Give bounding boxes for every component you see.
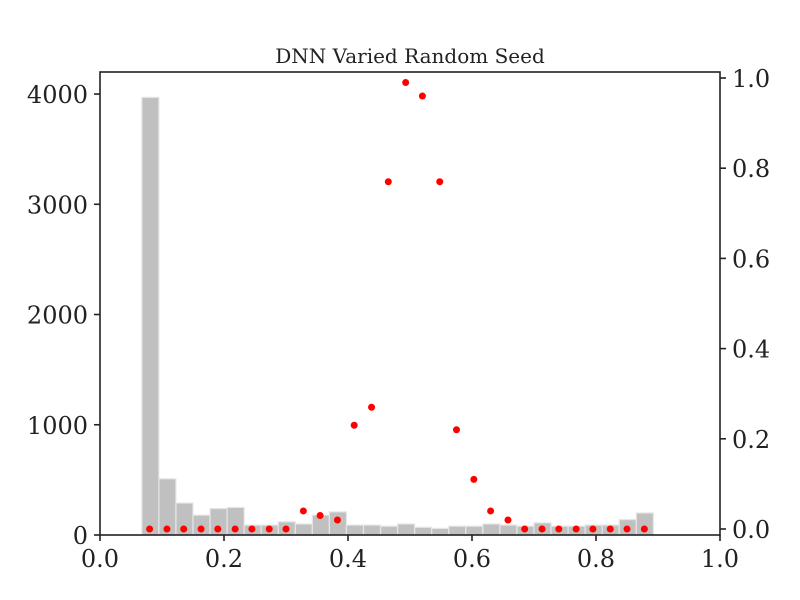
scatter-point bbox=[248, 525, 256, 533]
scatter-point bbox=[572, 525, 580, 533]
histogram-bars bbox=[141, 96, 654, 536]
scatter-point bbox=[368, 403, 376, 411]
y-tick-label: 3000 bbox=[27, 191, 88, 219]
histogram-bar bbox=[499, 524, 518, 536]
scatter-point bbox=[521, 525, 529, 533]
histogram-bar bbox=[379, 525, 399, 536]
histogram-bar bbox=[414, 526, 433, 536]
histogram-bar bbox=[482, 523, 501, 536]
scatter-point bbox=[453, 426, 460, 434]
y-tick-label: 2000 bbox=[27, 302, 88, 330]
y-tick-label: 0 bbox=[73, 522, 88, 550]
scatter-point bbox=[470, 475, 478, 483]
scatter-point bbox=[163, 525, 171, 533]
scatter-point bbox=[197, 525, 205, 533]
histogram-bar bbox=[294, 523, 313, 536]
scatter-point bbox=[282, 525, 290, 533]
histogram-bar bbox=[345, 524, 365, 536]
x-tick-label: 0.4 bbox=[329, 545, 367, 573]
scatter-point bbox=[231, 525, 239, 533]
scatter-point bbox=[504, 516, 512, 524]
y2-tick-label: 0.8 bbox=[732, 155, 770, 183]
scatter-points bbox=[146, 79, 648, 533]
scatter-point bbox=[214, 525, 222, 533]
y2-tick-label: 0.2 bbox=[732, 426, 770, 454]
tick-marks: 0.0 0.2 0.4 0.6 0.8 1.0 0 1000 2000 3000 4000 0.0 0.… bbox=[27, 65, 770, 573]
y2-tick-label: 0.6 bbox=[732, 245, 770, 273]
x-tick-label: 0.2 bbox=[205, 545, 243, 573]
scatter-point bbox=[146, 525, 154, 533]
scatter-point bbox=[487, 507, 495, 515]
histogram-bar bbox=[362, 524, 382, 536]
scatter-point bbox=[555, 525, 563, 533]
y2-tick-label: 0.0 bbox=[732, 516, 770, 544]
x-tick-label: 1.0 bbox=[701, 545, 739, 573]
y2-tick-label: 1.0 bbox=[732, 65, 770, 93]
scatter-point bbox=[265, 525, 273, 533]
y-tick-label: 4000 bbox=[27, 81, 88, 109]
axes bbox=[99, 71, 721, 536]
scatter-point bbox=[589, 525, 597, 533]
scatter-point bbox=[436, 178, 444, 186]
scatter-point bbox=[623, 525, 631, 533]
histogram-bar bbox=[431, 527, 450, 536]
scatter-point bbox=[640, 525, 648, 533]
scatter-point bbox=[316, 511, 324, 519]
scatter-point bbox=[333, 516, 341, 524]
y2-tick-label: 0.4 bbox=[732, 336, 770, 364]
scatter-point bbox=[538, 525, 546, 533]
histogram-bar bbox=[448, 525, 467, 536]
scatter-point bbox=[299, 507, 307, 515]
scatter-point bbox=[350, 421, 358, 429]
histogram-bar bbox=[465, 525, 484, 536]
histogram-bar bbox=[397, 523, 416, 536]
plot-frame bbox=[99, 71, 721, 536]
scatter-point bbox=[418, 92, 426, 100]
x-tick-label: 0.0 bbox=[81, 545, 119, 573]
y-tick-label: 1000 bbox=[27, 412, 88, 440]
scatter-point bbox=[384, 178, 392, 186]
x-tick-label: 0.6 bbox=[453, 545, 491, 573]
histogram-bar bbox=[141, 96, 160, 536]
scatter-point bbox=[606, 525, 614, 533]
scatter-point bbox=[180, 525, 188, 533]
chart-title: DNN Varied Random Seed bbox=[275, 44, 545, 68]
scatter-point bbox=[402, 79, 410, 87]
x-tick-label: 0.8 bbox=[577, 545, 615, 573]
